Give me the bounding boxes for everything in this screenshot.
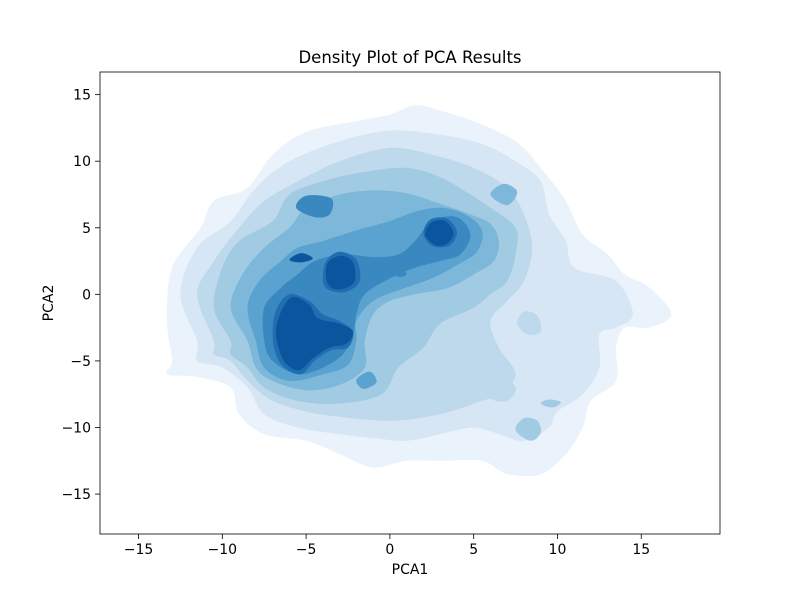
plot-frame [99, 71, 721, 535]
y-tick-label: 0 [82, 287, 91, 303]
x-axis-label: PCA1 [392, 562, 429, 578]
y-tick-label: 15 [73, 88, 91, 104]
density-level-4 [540, 399, 561, 408]
y-tick-label: 5 [82, 221, 91, 237]
chart-title: Density Plot of PCA Results [298, 48, 521, 67]
density-contours [165, 105, 672, 477]
density-level-9 [325, 255, 356, 290]
density-level-7 [394, 269, 407, 277]
x-tick-label: 15 [632, 542, 650, 558]
x-tick-label: −10 [208, 542, 238, 558]
y-tick-label: −10 [61, 420, 91, 436]
x-tick-label: −15 [124, 542, 154, 558]
density-level-7 [295, 195, 334, 218]
x-tick-label: −5 [296, 542, 317, 558]
density-level-3 [481, 374, 516, 402]
density-level-9 [425, 220, 454, 246]
density-level-9 [289, 253, 313, 263]
x-tick-label: 0 [385, 542, 394, 558]
density-level-6 [356, 371, 377, 389]
density-level-4 [515, 417, 542, 441]
density-level-5 [490, 183, 518, 206]
y-tick-label: 10 [73, 154, 91, 170]
x-tick-label: 10 [549, 542, 567, 558]
y-tick-label: −5 [70, 354, 91, 370]
density-level-9 [275, 296, 354, 371]
x-tick-label: 5 [469, 542, 478, 558]
y-tick-label: −15 [61, 487, 91, 503]
x-axis: −15 −10 −5 0 5 10 15 [124, 534, 650, 558]
y-axis-label: PCA2 [41, 285, 57, 322]
y-axis: 15 10 5 0 −5 −10 −15 [61, 88, 100, 503]
density-level-3 [517, 311, 542, 335]
